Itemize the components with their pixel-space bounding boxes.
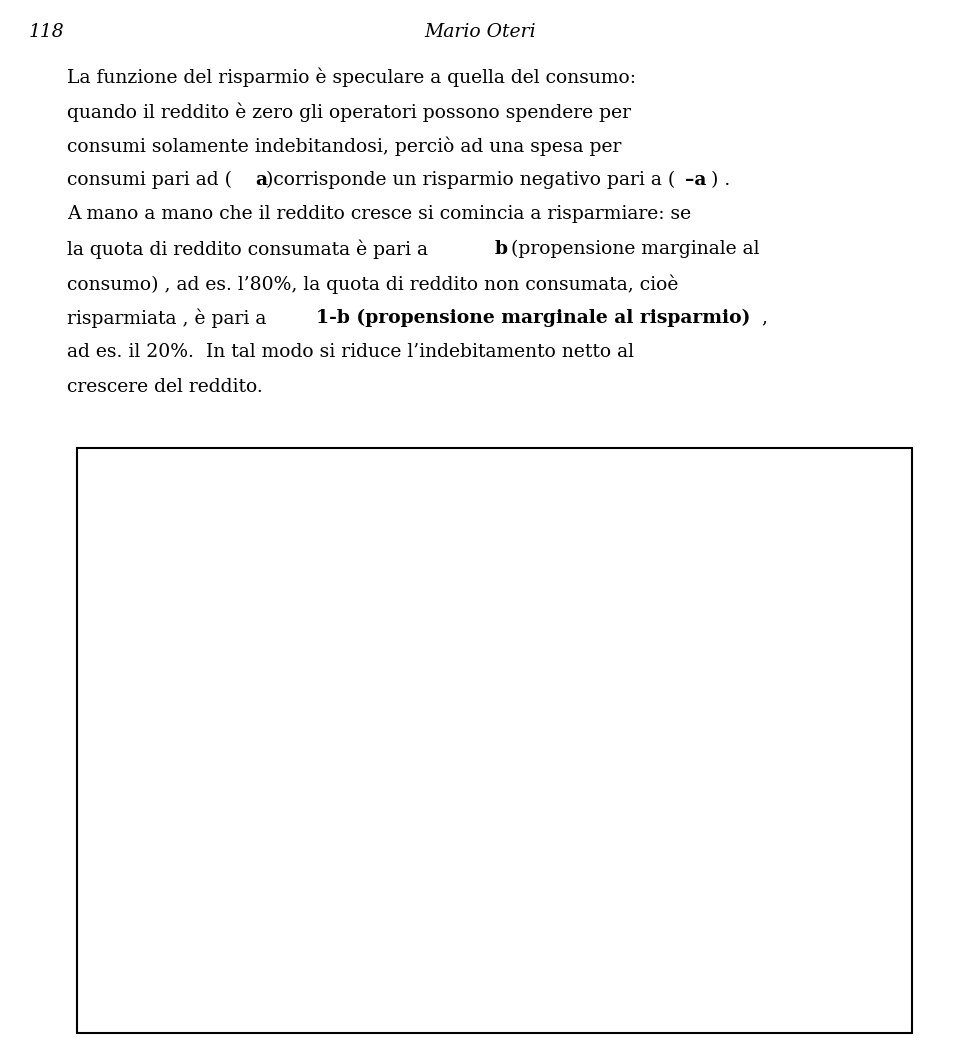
Text: b: b — [340, 737, 350, 755]
Text: consumo) , ad es. l’80%, la quota di reddito non consumata, cioè: consumo) , ad es. l’80%, la quota di red… — [67, 274, 679, 294]
Text: (propensione marginale al: (propensione marginale al — [505, 240, 759, 258]
Text: 1-b (propensione marginale al risparmio): 1-b (propensione marginale al risparmio) — [316, 309, 750, 326]
Text: la quota di reddito consumata è pari a: la quota di reddito consumata è pari a — [67, 240, 434, 260]
Text: Y: Y — [826, 871, 838, 889]
Text: -ā: -ā — [205, 932, 224, 950]
Text: O: O — [207, 846, 224, 864]
Text: ,: , — [756, 309, 768, 326]
Text: Mario Oteri: Mario Oteri — [424, 23, 536, 41]
Text: risparmiata , è pari a: risparmiata , è pari a — [67, 309, 273, 329]
Text: La funzione del risparmio è speculare a quella del consumo:: La funzione del risparmio è speculare a … — [67, 68, 636, 88]
Text: b: b — [494, 240, 508, 258]
Text: A mano a mano che il reddito cresce si comincia a risparmiare: se: A mano a mano che il reddito cresce si c… — [67, 205, 691, 223]
Text: crescere del reddito.: crescere del reddito. — [67, 378, 263, 395]
Text: S: S — [784, 865, 797, 883]
Text: –a: –a — [685, 171, 707, 189]
Text: consumi pari ad (: consumi pari ad ( — [67, 171, 232, 189]
Text: ) .: ) . — [711, 171, 731, 189]
Text: C: C — [209, 560, 224, 578]
Text: a: a — [255, 171, 267, 189]
Text: )corrisponde un risparmio negativo pari a (: )corrisponde un risparmio negativo pari … — [266, 171, 675, 189]
Text: E: E — [454, 644, 468, 661]
Text: 118: 118 — [29, 23, 64, 41]
Text: consumi solamente indebitandosi, perciò ad una spesa per: consumi solamente indebitandosi, perciò … — [67, 137, 621, 156]
Text: quando il reddito è zero gli operatori possono spendere per: quando il reddito è zero gli operatori p… — [67, 102, 632, 122]
Text: Figura 4.1.1 Funzione keynesiana del risparmio: Figura 4.1.1 Funzione keynesiana del ris… — [229, 464, 731, 482]
Text: ad es. il 20%.  In tal modo si riduce l’indebitamento netto al: ad es. il 20%. In tal modo si riduce l’i… — [67, 343, 635, 361]
Text: ā: ā — [212, 759, 224, 777]
Text: C: C — [784, 524, 799, 541]
